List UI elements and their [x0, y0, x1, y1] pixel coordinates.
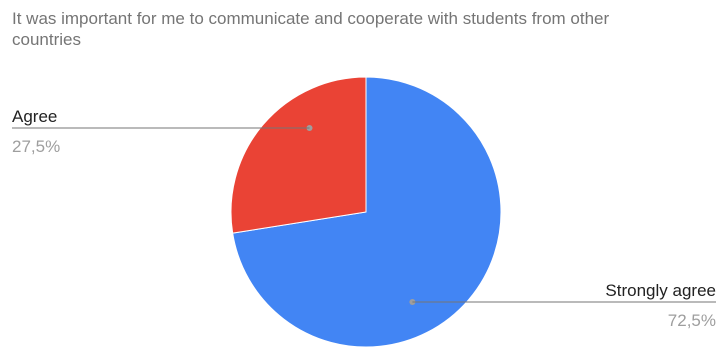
chart-title: It was important for me to communicate a…: [12, 9, 610, 49]
leader-lines: [12, 125, 716, 305]
slice-percent: 27,5%: [12, 137, 60, 156]
pie-slice-strongly-agree: [232, 76, 502, 348]
pie-slices: [230, 76, 502, 348]
slice-percent: 72,5%: [668, 311, 716, 330]
slice-label: Agree: [12, 107, 57, 126]
pie-slice-agree: [230, 76, 367, 234]
slice-labels: Strongly agree 72,5% Agree 27,5%: [12, 107, 716, 330]
slice-label: Strongly agree: [605, 281, 716, 300]
